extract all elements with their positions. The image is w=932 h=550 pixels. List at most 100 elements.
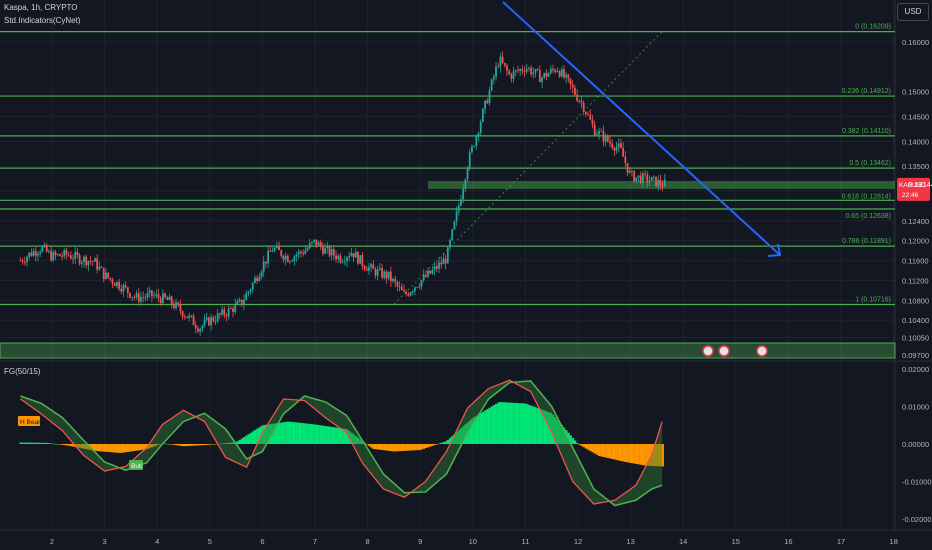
histogram-bar xyxy=(536,408,539,444)
candle-body xyxy=(440,262,443,265)
candle-body xyxy=(484,100,486,109)
histogram-bar xyxy=(652,444,656,467)
candle-body xyxy=(652,176,655,178)
histogram-bar xyxy=(210,444,213,445)
candle-body xyxy=(381,268,383,278)
histogram-bar xyxy=(372,444,375,449)
currency-button[interactable]: USD xyxy=(897,3,929,21)
candle-body xyxy=(433,266,436,270)
histogram-bar xyxy=(34,442,38,444)
candle-body xyxy=(411,291,414,293)
histogram-bar xyxy=(249,432,252,444)
candle-body xyxy=(181,311,184,317)
histogram-bar xyxy=(304,423,307,444)
candle-body xyxy=(157,294,160,299)
histogram-bar xyxy=(394,444,397,452)
candle-body xyxy=(589,114,592,120)
candle-body xyxy=(72,258,74,260)
candle-body xyxy=(232,308,234,312)
histogram-bar xyxy=(69,444,73,447)
histogram-bar xyxy=(479,413,482,444)
candle-body xyxy=(435,266,438,269)
histogram-bar xyxy=(107,444,110,452)
candle-body xyxy=(517,70,519,72)
histogram-bar xyxy=(365,444,369,445)
histogram-bar xyxy=(251,431,255,444)
price-tick: 0.14000 xyxy=(902,137,929,146)
histogram-bar xyxy=(523,403,526,444)
candle-body xyxy=(142,297,145,298)
candle-body xyxy=(324,248,326,254)
indicator-legend[interactable]: Std.Indicators(CyNet) xyxy=(4,16,81,25)
histogram-bar xyxy=(538,408,542,444)
histogram-bar xyxy=(326,426,329,444)
candle-body xyxy=(89,260,92,262)
histogram-bar xyxy=(78,444,81,448)
histogram-bar xyxy=(449,437,452,444)
histogram-bar xyxy=(227,442,230,444)
histogram-bar xyxy=(332,427,336,444)
candle-body xyxy=(111,279,114,284)
histogram-bar xyxy=(534,407,537,444)
candle-body xyxy=(466,167,469,180)
candle-body xyxy=(528,67,530,69)
candle-body xyxy=(508,70,511,75)
candle-body xyxy=(28,252,31,257)
candle-body xyxy=(569,78,572,85)
candle-body xyxy=(606,135,609,142)
candle-body xyxy=(424,274,427,277)
histogram-bar xyxy=(431,444,434,446)
candle-body xyxy=(76,251,79,256)
candle-body xyxy=(308,243,311,249)
histogram-bar xyxy=(508,402,511,444)
histogram-bar xyxy=(113,444,116,453)
histogram-bar xyxy=(61,444,64,445)
candle-body xyxy=(315,239,318,246)
trend-arrow-head xyxy=(767,243,782,257)
histogram-bar xyxy=(420,444,423,450)
candle-body xyxy=(354,251,357,258)
candle-body xyxy=(199,328,202,332)
histogram-bar xyxy=(317,425,320,444)
histogram-bar xyxy=(519,403,522,444)
histogram-bar xyxy=(295,422,298,444)
histogram-bar xyxy=(468,420,472,444)
time-tick: 8 xyxy=(366,537,370,546)
oscillator-tick: 0.00000 xyxy=(902,440,929,449)
histogram-bar xyxy=(310,424,314,444)
candle-body xyxy=(194,325,197,329)
histogram-bar xyxy=(221,443,224,445)
time-tick: 4 xyxy=(155,537,159,546)
histogram-bar xyxy=(321,425,325,444)
oscillator-legend[interactable]: FG(50/15) xyxy=(4,367,41,376)
candle-body xyxy=(363,266,366,269)
histogram-bar xyxy=(100,444,103,452)
histogram-bar xyxy=(657,444,660,467)
candle-body xyxy=(339,255,342,263)
histogram-bar xyxy=(556,419,559,444)
symbol-title[interactable]: Kaspa, 1h, CRYPTO xyxy=(4,3,78,12)
fib-level-label: 0.236 (0.14912) xyxy=(842,88,891,95)
candle-body xyxy=(267,250,269,264)
histogram-bar xyxy=(76,444,79,448)
histogram-bar xyxy=(52,443,55,445)
candle-body xyxy=(631,170,633,172)
candle-body xyxy=(488,90,491,104)
candle-body xyxy=(23,261,26,263)
histogram-bar xyxy=(85,444,88,450)
histogram-bar xyxy=(225,443,228,444)
candle-body xyxy=(166,297,169,300)
candle-body xyxy=(179,305,182,312)
histogram-bar xyxy=(135,444,138,451)
candle-body xyxy=(628,170,631,173)
price-tick: 0.13500 xyxy=(902,162,929,171)
histogram-bar xyxy=(527,404,531,444)
histogram-bar xyxy=(142,444,145,450)
candle-body xyxy=(385,271,388,279)
candle-body xyxy=(326,246,329,249)
candle-body xyxy=(240,299,243,305)
candle-body xyxy=(85,256,88,266)
candle-body xyxy=(420,280,423,287)
candle-body xyxy=(611,143,614,148)
